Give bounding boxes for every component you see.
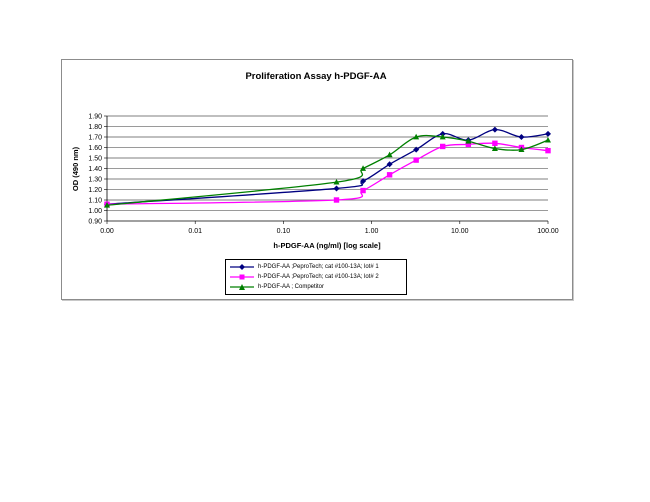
svg-text:1.00: 1.00 [365,228,379,235]
gridlines [107,115,548,211]
triangle-marker-icon [230,284,254,290]
svg-text:1.90: 1.90 [88,114,102,121]
svg-text:100.00: 100.00 [537,228,559,235]
y-axis-ticks: 0.90 1.00 1.10 1.20 1.30 1.40 1.50 1.60 1.70 1.80… [88,114,107,226]
legend-label: h-PDGF-AA ;PeproTech; cat #100-13A; lot#… [258,264,379,270]
svg-text:1.00: 1.00 [88,208,102,215]
legend-item-lot2: h-PDGF-AA ;PeproTech; cat #100-13A; lot#… [230,272,379,282]
svg-text:0.90: 0.90 [88,219,102,226]
svg-text:1.10: 1.10 [88,198,102,205]
svg-text:10.00: 10.00 [451,228,469,235]
legend: h-PDGF-AA ;PeproTech; cat #100-13A; lot#… [225,259,407,295]
x-axis-ticks: 0.00 0.01 0.10 1.00 10.00 100.00 [100,221,559,235]
series-square [104,140,551,207]
chart-title: Proliferation Assay h-PDGF-AA [245,71,386,82]
svg-text:1.40: 1.40 [88,166,102,173]
svg-text:0.01: 0.01 [188,228,202,235]
legend-label: h-PDGF-AA ; Competitor [258,284,325,290]
series-diamond [104,126,551,208]
svg-text:1.30: 1.30 [88,177,102,184]
svg-text:0.00: 0.00 [100,228,114,235]
svg-text:0.10: 0.10 [277,228,291,235]
legend-label: h-PDGF-AA ;PeproTech; cat #100-13A; lot#… [258,274,379,280]
svg-text:1.70: 1.70 [88,135,102,142]
diamond-marker-icon [230,264,254,270]
data-series [104,126,551,208]
svg-text:1.50: 1.50 [88,156,102,163]
legend-item-competitor: h-PDGF-AA ; Competitor [230,282,324,292]
x-axis-label: h-PDGF-AA (ng/ml) [log scale] [273,241,381,250]
series-triangle [104,133,551,208]
svg-text:1.60: 1.60 [88,145,102,152]
square-marker-icon [230,274,254,280]
y-axis-label: OD (490 nm) [71,146,80,191]
legend-item-lot1: h-PDGF-AA ;PeproTech; cat #100-13A; lot#… [230,262,379,272]
svg-text:1.20: 1.20 [88,187,102,194]
svg-text:1.80: 1.80 [88,124,102,131]
